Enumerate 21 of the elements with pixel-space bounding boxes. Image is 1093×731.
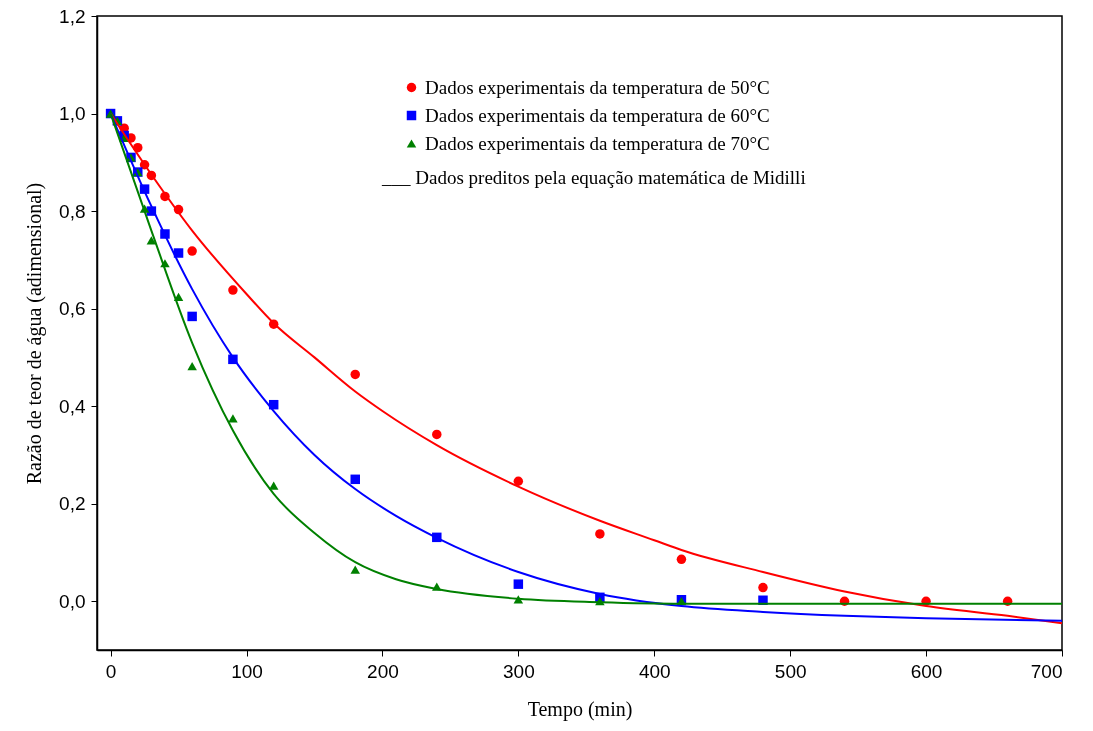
x-tick-label: 500 — [774, 660, 807, 682]
legend-label: Dados experimentais da temperatura de 70°C — [425, 132, 770, 154]
x-tick-label: 300 — [502, 660, 535, 682]
y-tick-label: 0,4 — [59, 395, 86, 417]
y-tick-label: 0,8 — [59, 200, 86, 222]
y-tick-label: 0,2 — [59, 493, 86, 515]
x-tick-label: 600 — [910, 660, 943, 682]
y-tick-label: 1,2 — [59, 5, 86, 27]
legend-label: Dados experimentais da temperatura de 50°C — [425, 76, 770, 98]
x-tick-label: 0 — [105, 660, 117, 682]
x-tick-label: 100 — [231, 660, 263, 682]
x-tick-label: 700 — [1030, 660, 1063, 682]
y-tick-label: 0,0 — [59, 590, 86, 612]
x-axis-title: Tempo (min) — [527, 697, 633, 721]
annotation: ___ Dados preditos pela equação matemática de Midilli — [381, 167, 806, 188]
y-tick-label: 1,0 — [59, 103, 86, 125]
y-tick-label: 0,6 — [59, 298, 86, 320]
x-tick-label: 400 — [638, 660, 671, 682]
legend-label: Dados experimentais da temperatura de 60°C — [425, 104, 770, 126]
y-axis-title: Razão de teor de água (adimensional) — [23, 182, 47, 485]
x-tick-label: 200 — [367, 660, 399, 682]
